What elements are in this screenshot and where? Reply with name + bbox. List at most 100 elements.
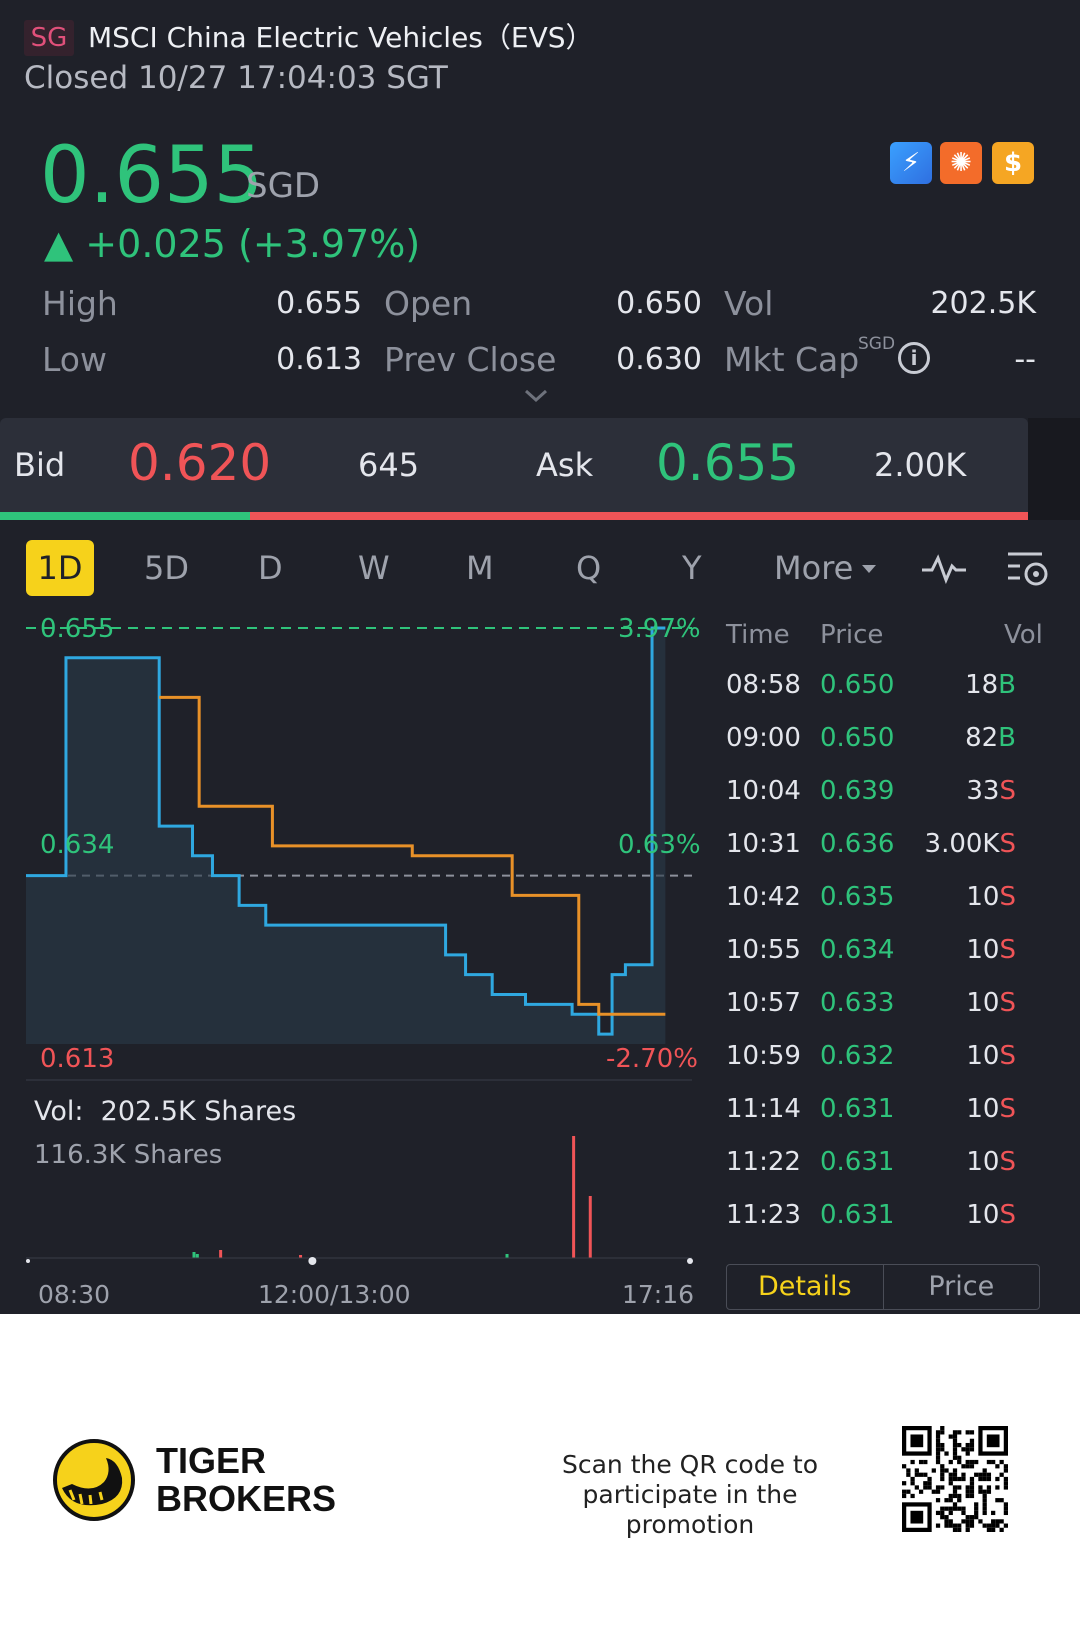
tab-w[interactable]: W	[358, 549, 390, 587]
trade-row-vol: 3.00KS	[876, 829, 1016, 859]
qr-module	[940, 1515, 945, 1520]
qr-module	[965, 1485, 970, 1490]
qr-module	[935, 1451, 941, 1456]
qr-module	[940, 1430, 945, 1435]
caret-down-icon[interactable]	[862, 560, 876, 579]
trade-row-time: 10:55	[726, 935, 801, 965]
tab-details[interactable]: Details	[727, 1265, 884, 1309]
indicator-icon[interactable]	[920, 552, 968, 588]
trade-row-vol: 10S	[876, 1147, 1016, 1177]
qr-module	[969, 1519, 975, 1524]
chart-settings-icon[interactable]	[1006, 548, 1050, 592]
tab-5d[interactable]: 5D	[144, 549, 189, 587]
tab-d[interactable]: D	[258, 549, 283, 587]
qr-module	[940, 1472, 945, 1477]
trade-row-price: 0.636	[820, 829, 895, 859]
tab-price[interactable]: Price	[928, 1271, 995, 1302]
qr-module	[923, 1472, 928, 1477]
qr-module	[940, 1510, 945, 1516]
trade-row-vol: 18B	[876, 670, 1016, 700]
qr-module	[961, 1510, 966, 1516]
qr-module	[991, 1510, 996, 1516]
info-icon[interactable]: i	[898, 342, 930, 374]
qr-module	[965, 1515, 970, 1520]
qr-module	[948, 1476, 953, 1482]
qr-module	[952, 1502, 958, 1507]
market-status: Closed 10/27 17:04:03 SGT	[24, 60, 448, 96]
qr-module	[982, 1498, 987, 1503]
detail-tab-switch[interactable]: Details Price	[726, 1264, 1040, 1310]
ask-size: 2.00K	[874, 446, 967, 484]
trade-side-flag: S	[999, 776, 1016, 806]
qr-module	[991, 1459, 996, 1465]
qr-module	[999, 1472, 1004, 1477]
qr-module	[940, 1506, 945, 1511]
trade-row-vol: 33S	[876, 776, 1016, 806]
qr-module	[991, 1527, 996, 1532]
trade-vol-number: 10	[966, 988, 1000, 1018]
qr-module	[978, 1519, 983, 1524]
qr-module	[948, 1523, 953, 1528]
qr-module	[940, 1476, 945, 1482]
volume-prefix: Vol:	[34, 1096, 84, 1127]
qr-module	[910, 1476, 915, 1482]
qr-module	[957, 1455, 962, 1460]
qr-module	[940, 1442, 945, 1448]
qr-module	[999, 1498, 1004, 1503]
qr-module	[952, 1506, 958, 1511]
qr-module	[952, 1476, 958, 1482]
qr-module	[927, 1481, 932, 1486]
qr-module	[1003, 1464, 1008, 1469]
qr-module	[982, 1502, 987, 1507]
low-label: Low	[42, 340, 107, 379]
qr-module	[995, 1485, 1000, 1490]
qr-module	[944, 1451, 949, 1456]
qr-module	[952, 1468, 958, 1473]
qr-module	[961, 1506, 966, 1511]
trade-vol-number: 10	[966, 935, 1000, 965]
lightning-icon[interactable]: ⚡	[890, 142, 932, 184]
market-badge: SG	[24, 20, 74, 56]
trade-row-vol: 10S	[876, 882, 1016, 912]
qr-module	[995, 1523, 1000, 1528]
tab-q[interactable]: Q	[576, 549, 602, 587]
trade-row-price: 0.650	[820, 670, 895, 700]
tab-m[interactable]: M	[466, 549, 494, 587]
lunch-break-marker	[308, 1257, 317, 1265]
bid-ratio-bar	[0, 512, 250, 520]
trade-row-time: 11:23	[726, 1200, 801, 1230]
qr-module	[974, 1506, 979, 1511]
qr-module	[935, 1447, 941, 1452]
trade-vol-number: 82	[965, 723, 999, 753]
qr-module	[931, 1468, 936, 1473]
trade-side-flag: S	[999, 1200, 1016, 1230]
qr-module	[935, 1455, 941, 1460]
qr-code-icon[interactable]	[902, 1426, 1008, 1532]
qr-finder	[910, 1510, 924, 1524]
qr-module	[986, 1527, 992, 1532]
orange-badge-icon[interactable]: ✺	[940, 142, 982, 184]
qr-module	[940, 1464, 945, 1469]
qr-module	[944, 1506, 949, 1511]
qr-module	[969, 1489, 975, 1494]
trade-row-price: 0.632	[820, 1041, 895, 1071]
trade-row-time: 10:59	[726, 1041, 801, 1071]
x-tick-end: 17:16	[622, 1280, 695, 1309]
tab-more[interactable]: More	[774, 549, 854, 587]
qr-module	[935, 1438, 941, 1443]
qr-module	[927, 1485, 932, 1490]
expand-chevron-icon[interactable]	[524, 386, 548, 410]
currency-label: SGD	[246, 166, 321, 206]
price-line	[26, 626, 666, 1036]
qr-module	[940, 1485, 945, 1490]
chart-low-label: 0.613	[40, 1044, 115, 1074]
trade-vol-number: 10	[966, 1041, 1000, 1071]
dollar-icon[interactable]: $	[992, 142, 1034, 184]
ask-ratio-bar	[250, 512, 1028, 520]
qr-module	[1003, 1476, 1008, 1482]
intraday-chart[interactable]	[0, 610, 700, 1310]
tab-1d[interactable]: 1D	[26, 540, 94, 596]
tab-y[interactable]: Y	[682, 549, 702, 587]
qr-module	[982, 1489, 987, 1494]
volume-sub: 116.3K Shares	[34, 1140, 223, 1170]
